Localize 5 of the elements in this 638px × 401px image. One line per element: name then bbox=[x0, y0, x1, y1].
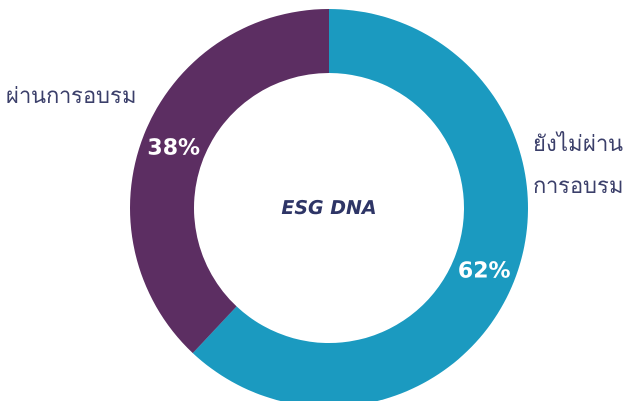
slice-label: ผ่านการอบรม bbox=[6, 83, 137, 111]
data-label: 38% bbox=[147, 136, 200, 161]
data-label: 62% bbox=[458, 258, 511, 284]
slice-label: ยังไม่ผ่านการอบรม bbox=[533, 130, 625, 201]
text: ESG DNA bbox=[281, 197, 377, 219]
